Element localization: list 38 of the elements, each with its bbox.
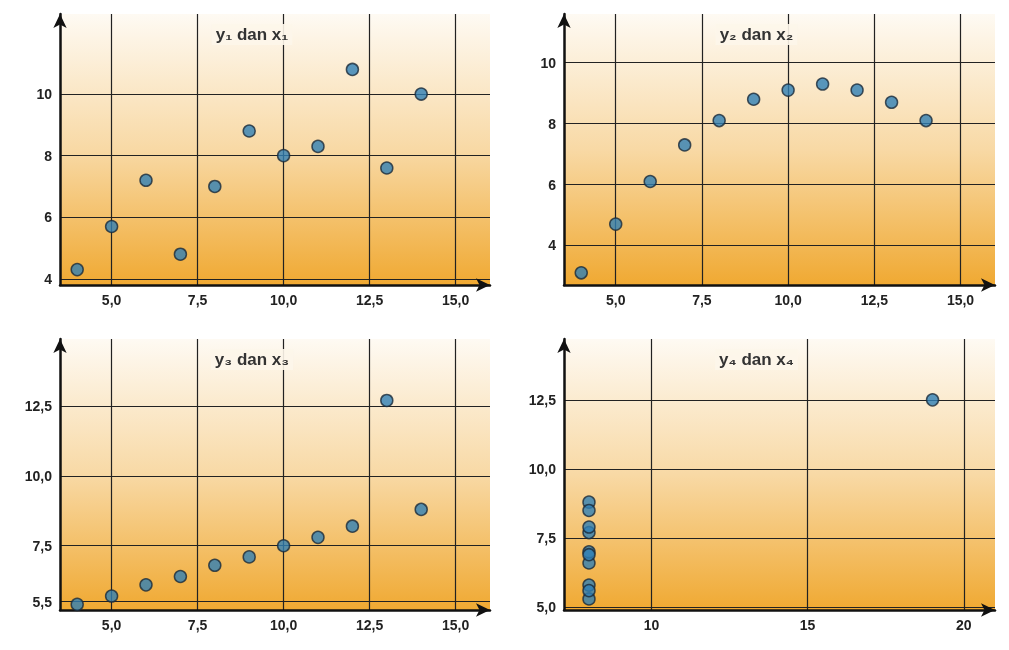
text: y₁ dan x₁ (215, 25, 289, 44)
y-tick-label: 7,5 (32, 537, 53, 554)
y-tick-label: 10 (540, 54, 557, 71)
x-tick-label: 12,5 (355, 292, 384, 308)
x-tick-label: 5,0 (605, 292, 626, 308)
x-tick-label: 20 (955, 617, 972, 633)
y-tick-label: 10,0 (24, 467, 53, 484)
x-tick-label: 7,5 (187, 292, 208, 308)
x-tick-label: 12,5 (355, 617, 384, 633)
y-tick-label: 12,5 (528, 391, 557, 408)
x-tick-label: 15 (799, 617, 816, 633)
y-tick-label: 4 (548, 237, 557, 254)
x-tick-label: 7,5 (187, 617, 208, 633)
x-tick-label: 10,0 (269, 292, 298, 308)
y-tick-label: 6 (548, 176, 557, 193)
text: y₄ dan x₄ (719, 350, 794, 369)
x-tick-label: 10,0 (269, 617, 298, 633)
y-tick-label: 8 (548, 115, 557, 132)
x-tick-label: 10,0 (774, 292, 802, 308)
y-tick-label: 10,0 (528, 460, 557, 477)
y-tick-label: 8 (44, 147, 53, 164)
y-tick-label: 6 (44, 209, 53, 226)
x-tick-label: 5,0 (101, 292, 122, 308)
y-tick-label: 5,5 (32, 593, 53, 610)
x-tick-label: 10 (643, 617, 660, 633)
y-tick-label: 12,5 (24, 398, 53, 415)
x-tick-label: 15,0 (441, 292, 470, 308)
y-tick-label: 7,5 (536, 530, 557, 547)
x-tick-label: 7,5 (692, 292, 712, 308)
x-tick-label: 5,0 (101, 617, 122, 633)
x-tick-label: 15,0 (441, 617, 470, 633)
text: y₂ dan x₂ (719, 25, 794, 44)
y-tick-label: 4 (44, 270, 53, 287)
y-tick-label: 5,0 (536, 599, 557, 616)
x-tick-label: 15,0 (946, 292, 975, 308)
text: y₃ dan x₃ (214, 350, 290, 369)
y-tick-label: 10 (36, 86, 53, 103)
x-tick-label: 12,5 (860, 292, 889, 308)
